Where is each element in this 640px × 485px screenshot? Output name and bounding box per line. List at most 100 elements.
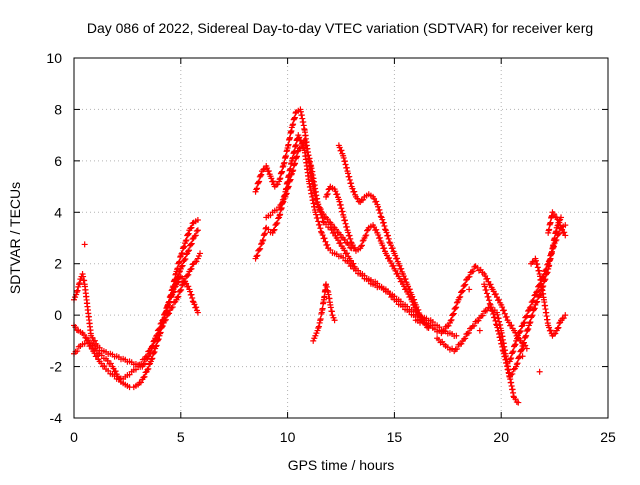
- series-isolated-points: [81, 241, 543, 375]
- data-point-sample: [520, 320, 527, 327]
- data-point-sample: [342, 220, 349, 227]
- data-point-sample: [544, 261, 551, 268]
- data-point-sample: [174, 294, 181, 301]
- data-point-sample: [530, 297, 537, 304]
- data-point-sample: [527, 319, 534, 326]
- y-tick-label: 4: [54, 204, 62, 220]
- data-point-sample: [107, 360, 114, 367]
- data-point-sample: [187, 288, 194, 295]
- data-point-sample: [274, 220, 281, 227]
- data-point-sample: [340, 154, 347, 161]
- data-point-sample: [454, 345, 461, 352]
- data-point-sample: [523, 332, 530, 339]
- data-point-sample: [170, 289, 177, 296]
- data-point-sample: [166, 310, 173, 317]
- data-point-sample: [181, 243, 188, 250]
- data-point: [519, 353, 526, 360]
- data-point-sample: [324, 287, 331, 294]
- data-point-sample: [447, 317, 454, 324]
- data-point-sample: [315, 325, 322, 331]
- y-axis-label: SDTVAR / TECUs: [7, 182, 23, 294]
- data-point-sample: [536, 267, 543, 274]
- data-point-sample: [509, 349, 516, 356]
- series-sat-track-11: [412, 263, 530, 352]
- data-point-sample: [448, 316, 455, 323]
- data-point-sample: [343, 164, 350, 171]
- data-point-sample: [258, 241, 265, 248]
- data-point-sample: [338, 147, 345, 154]
- data-point-sample: [363, 232, 370, 239]
- data-point-sample: [289, 122, 296, 129]
- data-point-sample: [351, 188, 358, 195]
- data-point-sample: [518, 346, 525, 353]
- y-tick-label: -4: [50, 410, 63, 426]
- data-point-sample: [525, 325, 532, 332]
- data-point-sample: [262, 230, 269, 237]
- data-point-sample: [319, 232, 326, 239]
- x-tick-label: 5: [177, 429, 185, 445]
- data-point-sample: [75, 281, 82, 288]
- data-point-sample: [319, 215, 326, 221]
- data-point-sample: [174, 279, 181, 286]
- data-point-sample: [390, 262, 397, 269]
- data-point-sample: [554, 325, 561, 332]
- data-point-sample: [318, 211, 325, 218]
- data-point-sample: [393, 255, 400, 262]
- data-point-sample: [402, 275, 409, 282]
- data-point-sample: [188, 224, 195, 231]
- data-point-sample: [191, 233, 198, 240]
- data-point-sample: [316, 204, 323, 211]
- data-point-sample: [317, 208, 324, 215]
- data-point-sample: [193, 304, 200, 311]
- data-point-sample: [278, 201, 285, 208]
- y-tick-label: 8: [54, 101, 62, 117]
- data-point-sample: [527, 303, 534, 310]
- data-point-sample: [296, 145, 303, 152]
- data-point-sample: [315, 323, 322, 330]
- data-point-sample: [529, 312, 536, 319]
- data-point-sample: [104, 357, 111, 364]
- data-point-sample: [142, 353, 149, 360]
- data-point-sample: [514, 334, 521, 341]
- data-point-sample: [523, 313, 530, 320]
- data-point-sample: [185, 248, 192, 255]
- data-point: [562, 222, 569, 229]
- data-point-sample: [253, 253, 260, 260]
- data-point-sample: [471, 263, 478, 270]
- data-point-sample: [337, 201, 344, 208]
- data-point-sample: [144, 366, 151, 373]
- data-point-sample: [385, 235, 392, 242]
- data-point-sample: [275, 215, 282, 222]
- data-point-sample: [441, 327, 448, 334]
- data-point-sample: [462, 335, 469, 342]
- data-point: [194, 309, 201, 316]
- data-point-sample: [516, 329, 523, 336]
- data-point-sample: [383, 229, 390, 236]
- data-point-sample: [177, 287, 184, 294]
- data-point-sample: [260, 236, 267, 243]
- data-point: [466, 286, 473, 293]
- data-point-sample: [492, 291, 499, 298]
- data-point-sample: [183, 237, 190, 244]
- data-point-sample: [379, 216, 386, 223]
- data-point-sample: [503, 313, 510, 320]
- data-point-sample: [253, 186, 260, 193]
- data-point-sample: [270, 178, 277, 185]
- data-point-sample: [350, 260, 357, 267]
- data-point-sample: [175, 293, 182, 300]
- data-point-sample: [346, 173, 353, 180]
- data-point-sample: [500, 307, 507, 314]
- data-point-sample: [345, 229, 352, 236]
- data-point: [194, 217, 201, 223]
- series-sat-track-16: [545, 209, 569, 239]
- data-point-sample: [377, 210, 384, 217]
- data-point-sample: [292, 160, 299, 167]
- data-point-sample: [547, 327, 554, 334]
- data-point-sample: [520, 340, 527, 347]
- data-point-sample: [285, 183, 292, 190]
- data-point-sample: [358, 243, 365, 250]
- data-point-sample: [270, 227, 277, 234]
- data-point-sample: [534, 264, 541, 271]
